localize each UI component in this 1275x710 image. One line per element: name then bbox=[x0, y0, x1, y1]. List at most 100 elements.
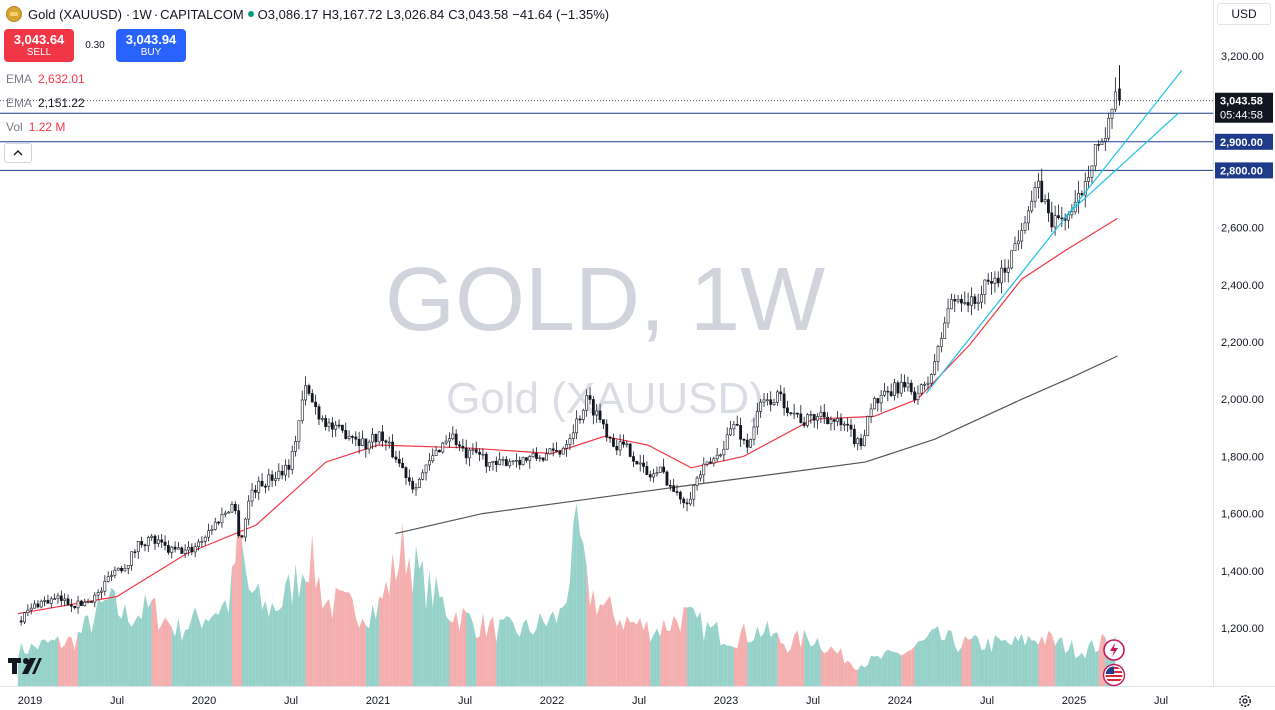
volume-segment bbox=[385, 580, 390, 686]
candle-body bbox=[361, 438, 364, 446]
candle-body bbox=[762, 399, 766, 403]
candle-body bbox=[652, 473, 655, 478]
candle-body bbox=[973, 296, 977, 304]
last-price-label: 3,043.58 bbox=[1220, 96, 1263, 108]
buy-button[interactable]: 3,043.94 BUY bbox=[116, 29, 186, 62]
volume-segment bbox=[422, 560, 427, 686]
candle-body bbox=[775, 391, 779, 403]
volume-segment bbox=[285, 573, 289, 686]
indicator-volume[interactable]: Vol 1.22 M bbox=[6, 120, 65, 134]
indicator-ema-50[interactable]: EMA 2,632.01 bbox=[6, 72, 85, 86]
candle-body bbox=[90, 601, 93, 603]
volume-segment bbox=[389, 552, 393, 686]
volume-segment bbox=[44, 639, 48, 686]
volume-segment bbox=[820, 649, 825, 686]
price-tick-label: 2,000.00 bbox=[1221, 394, 1264, 406]
candle-body bbox=[46, 600, 50, 604]
volume-segment bbox=[108, 587, 112, 686]
volume-segment bbox=[543, 621, 547, 686]
watermark-subtitle: Gold (XAUUSD) bbox=[446, 374, 764, 423]
volume-segment bbox=[683, 607, 688, 686]
candle-body bbox=[555, 450, 558, 452]
candle-body bbox=[802, 422, 806, 426]
volume-segment bbox=[54, 636, 58, 686]
volume-segment bbox=[268, 602, 273, 686]
candle-body bbox=[939, 338, 943, 347]
sell-button[interactable]: 3,043.64 SELL bbox=[4, 29, 74, 62]
volume-segment bbox=[231, 562, 236, 686]
volume-segment bbox=[365, 625, 370, 686]
volume-segment bbox=[305, 581, 309, 686]
volume-segment bbox=[335, 587, 340, 686]
gear-icon[interactable] bbox=[1237, 693, 1253, 709]
candle-body bbox=[26, 609, 30, 614]
candle-body bbox=[381, 431, 384, 442]
candle-body bbox=[692, 485, 696, 500]
indicator-ema-200[interactable]: EMA 2,151.22 bbox=[6, 96, 85, 110]
volume-segment bbox=[282, 583, 286, 686]
candle-body bbox=[79, 600, 83, 606]
candle-body bbox=[307, 385, 311, 394]
tradingview-logo-icon[interactable] bbox=[8, 656, 42, 676]
candle-body bbox=[943, 322, 947, 339]
volume-segment bbox=[971, 634, 975, 686]
volume-segment bbox=[151, 597, 156, 686]
candle-body bbox=[257, 480, 261, 493]
candle-body bbox=[468, 449, 471, 459]
volume-segment bbox=[104, 598, 109, 686]
interval[interactable]: 1W bbox=[132, 6, 152, 22]
volume-segment bbox=[904, 651, 908, 686]
volume-segment bbox=[847, 660, 852, 686]
volume-segment bbox=[252, 589, 256, 686]
volume-segment bbox=[128, 621, 132, 686]
change-value: −41.64 (−1.35%) bbox=[512, 6, 610, 22]
volume-segment bbox=[573, 502, 577, 686]
volume-segment bbox=[449, 620, 453, 686]
candle-body bbox=[126, 565, 130, 569]
symbol-name[interactable]: Gold (XAUUSD) bbox=[28, 6, 122, 22]
candle-body bbox=[715, 454, 719, 460]
candle-body bbox=[514, 459, 518, 462]
candle-body bbox=[829, 419, 833, 425]
lightning-icon[interactable] bbox=[1102, 638, 1126, 662]
volume-segment bbox=[730, 645, 734, 686]
collapse-indicators-button[interactable] bbox=[4, 143, 32, 163]
volume-segment bbox=[757, 626, 761, 686]
us-flag-icon[interactable] bbox=[1102, 663, 1126, 687]
candle-body bbox=[949, 299, 953, 310]
candle-body bbox=[933, 361, 937, 375]
spread-value: 0.30 bbox=[85, 40, 105, 51]
candle-body bbox=[1093, 144, 1097, 167]
volume-segment bbox=[760, 632, 765, 686]
candle-body bbox=[906, 382, 910, 388]
candle-body bbox=[491, 460, 495, 463]
volume-segment bbox=[339, 590, 343, 686]
candle-body bbox=[146, 537, 150, 547]
volume-segment bbox=[807, 638, 811, 686]
price-axis[interactable]: 1,200.00 1,400.00 1,600.00 1,800.00 2,000.00… bbox=[1213, 0, 1275, 686]
currency-selector[interactable]: USD bbox=[1217, 3, 1271, 25]
volume-segment bbox=[144, 594, 149, 686]
drawings-layer[interactable] bbox=[0, 69, 1213, 394]
volume-segment bbox=[17, 642, 22, 686]
volume-segment bbox=[767, 620, 771, 686]
candle-body bbox=[608, 436, 612, 439]
candle-body bbox=[488, 462, 492, 467]
volume-segment bbox=[1031, 640, 1036, 686]
volume-segment bbox=[747, 641, 751, 686]
volume-segment bbox=[600, 604, 604, 686]
volume-segment bbox=[583, 543, 587, 686]
volume-segment bbox=[442, 596, 447, 686]
volume-segment bbox=[429, 570, 433, 686]
candle-body bbox=[571, 432, 575, 439]
price-tick-label: 1,800.00 bbox=[1221, 451, 1264, 463]
volume-segment bbox=[141, 594, 145, 686]
trendline bbox=[925, 69, 1183, 394]
candle-body bbox=[481, 453, 485, 456]
candle-body bbox=[548, 448, 552, 455]
time-tick-label: Jul bbox=[632, 695, 646, 707]
candle-body bbox=[1003, 267, 1007, 273]
